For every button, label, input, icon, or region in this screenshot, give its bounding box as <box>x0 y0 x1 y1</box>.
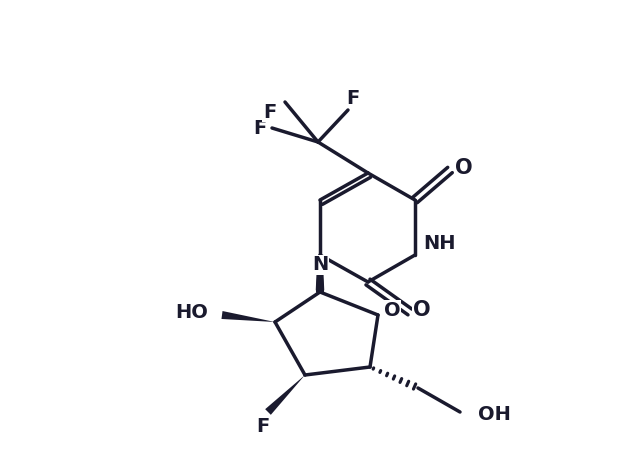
Text: F: F <box>253 118 267 138</box>
Polygon shape <box>265 375 305 415</box>
Text: F: F <box>264 102 276 122</box>
Text: HO: HO <box>175 304 208 322</box>
Text: NH: NH <box>423 234 455 252</box>
Text: F: F <box>257 416 269 436</box>
Text: F: F <box>346 88 360 108</box>
Text: O: O <box>384 300 400 320</box>
Text: OH: OH <box>478 405 511 423</box>
Text: O: O <box>455 158 473 178</box>
Text: N: N <box>312 256 328 274</box>
Text: O: O <box>413 300 431 320</box>
Polygon shape <box>221 311 275 322</box>
